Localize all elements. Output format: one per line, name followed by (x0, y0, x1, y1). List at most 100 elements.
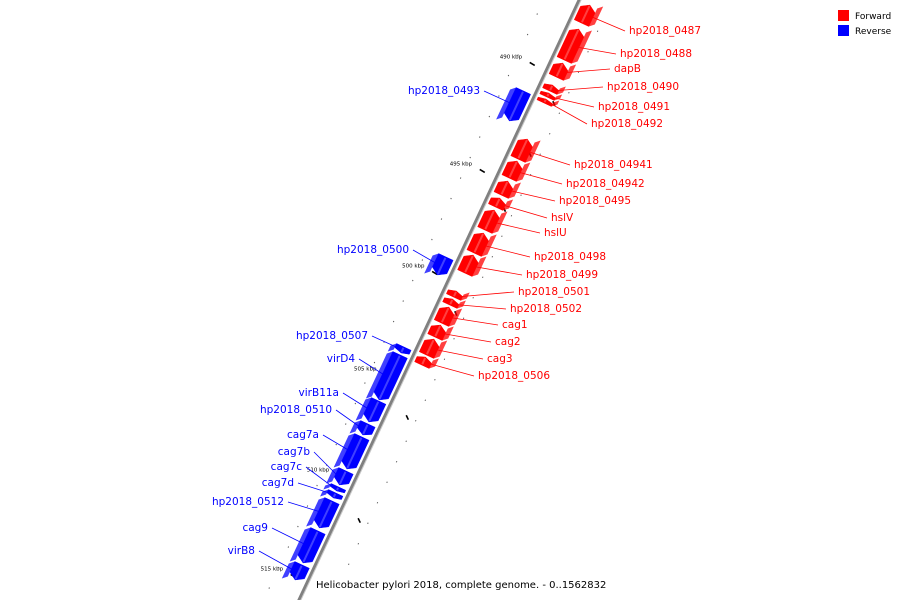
gene-highlight (581, 5, 591, 23)
minor-dot (440, 218, 443, 220)
gene-hp2018_0507[interactable]: hp2018_0507 (296, 330, 412, 355)
gene-facet (554, 94, 563, 101)
gene-cag3[interactable]: cag3 (418, 338, 513, 365)
minor-dot (357, 542, 360, 545)
gene-label: hp2018_0493 (408, 85, 480, 97)
gene-facet (502, 199, 514, 211)
gene-facet (306, 497, 325, 527)
minor-dot (536, 13, 538, 15)
leader-line (450, 317, 499, 326)
gene-dapB[interactable]: dapB (548, 62, 641, 81)
gene-label: hp2018_04942 (566, 178, 645, 190)
gene-hp2018_0512[interactable]: hp2018_0512 (212, 496, 340, 529)
gene-hp2018_04942[interactable]: hp2018_04942 (501, 160, 645, 190)
leader-line (412, 249, 437, 264)
gene-highlight (368, 401, 380, 422)
minor-dot (453, 337, 455, 340)
gene-virB8[interactable]: virB8 (228, 545, 310, 581)
gene-highlight (434, 325, 442, 337)
gene-cag1[interactable]: cag1 (433, 306, 528, 331)
gene-hp2018_0495[interactable]: hp2018_0495 (493, 180, 631, 207)
minor-dot (306, 505, 309, 507)
gene-label: hp2018_0500 (337, 244, 409, 256)
gene-hp2018_0487[interactable]: hp2018_0487 (573, 4, 701, 37)
minor-dot (462, 317, 465, 319)
gene-hslU[interactable]: hslU (477, 209, 567, 239)
legend-swatch (838, 10, 849, 21)
gene-body (313, 497, 340, 529)
gene-label: hp2018_04941 (574, 159, 653, 171)
gene-hp2018_0506[interactable]: hp2018_0506 (414, 356, 551, 382)
gene-facet (472, 256, 487, 277)
gene-body (341, 433, 370, 470)
gene-body (427, 324, 447, 341)
leader-line (564, 68, 611, 74)
gene-highlight (546, 93, 550, 97)
minor-dot (596, 30, 599, 32)
minor-dot (507, 74, 510, 77)
tick-label: 505 kbp (354, 366, 377, 372)
gene-highlight (500, 181, 509, 195)
leader-line (322, 434, 350, 451)
leader-line (443, 333, 492, 343)
gene-cag2[interactable]: cag2 (427, 324, 521, 348)
leader-line (335, 409, 361, 428)
gene-hp2018_0501[interactable]: hp2018_0501 (446, 286, 590, 301)
gene-highlight (421, 357, 427, 365)
gene-hp2018_04941[interactable]: hp2018_04941 (510, 138, 653, 171)
gene-body (357, 420, 376, 436)
gene-facet (442, 326, 454, 341)
leader-line (258, 550, 294, 571)
gene-cag9[interactable]: cag9 (242, 522, 326, 564)
minor-dot (287, 546, 290, 548)
gene-cag7b[interactable]: cag7b (278, 446, 354, 486)
gene-body (326, 489, 344, 500)
leader-line (287, 501, 321, 513)
minor-dot (402, 300, 404, 302)
minor-dot (373, 361, 376, 364)
gene-body (503, 87, 531, 122)
gene-facet (525, 140, 541, 163)
gene-highlight (318, 501, 333, 528)
gene-highlight (400, 347, 405, 353)
tick-mark (431, 270, 438, 276)
leader-line (576, 46, 617, 55)
gene-hp2018_0492[interactable]: hp2018_0492 (536, 96, 663, 130)
gene-label: hp2018_0501 (518, 286, 590, 298)
gene-hp2018_0491[interactable]: hp2018_0491 (539, 90, 670, 113)
gene-highlight (508, 91, 524, 121)
gene-virD4[interactable]: virD4 (327, 351, 408, 401)
gene-hp2018_0488[interactable]: hp2018_0488 (556, 28, 692, 64)
gene-hp2018_0502[interactable]: hp2018_0502 (442, 297, 582, 315)
gene-hp2018_0490[interactable]: hp2018_0490 (542, 81, 679, 95)
gene-highlight (508, 161, 518, 178)
gene-virB11a[interactable]: virB11a (299, 387, 387, 423)
gene-hp2018_0499[interactable]: hp2018_0499 (457, 254, 598, 281)
minor-dot (526, 33, 529, 36)
gene-facet (320, 489, 329, 497)
gene-facet (571, 30, 592, 64)
gene-label: cag9 (242, 522, 268, 534)
leader-line (305, 466, 333, 487)
leader-line (342, 392, 369, 410)
gene-cag7a[interactable]: cag7a (287, 429, 370, 470)
minor-dot (431, 238, 433, 241)
minor-dot (395, 460, 398, 463)
gene-highlight (338, 471, 347, 485)
leader-line (371, 335, 398, 348)
gene-hp2018_0493[interactable]: hp2018_0493 (408, 85, 531, 122)
gene-hp2018_0498[interactable]: hp2018_0498 (466, 232, 606, 263)
gene-facet (492, 211, 508, 234)
gene-highlight (294, 565, 303, 580)
gene-label: hp2018_0510 (260, 404, 332, 416)
minor-dot (345, 423, 347, 425)
gene-hp2018_0510[interactable]: hp2018_0510 (260, 404, 376, 436)
minor-dot (348, 563, 350, 565)
gene-cag7d[interactable]: cag7d (262, 477, 344, 500)
gene-cag7c[interactable]: cag7c (271, 461, 347, 494)
gene-label: hp2018_0502 (510, 303, 582, 315)
gene-hp2018_0500[interactable]: hp2018_0500 (337, 244, 454, 276)
gene-hslV[interactable]: hslV (488, 197, 574, 224)
gene-body (363, 397, 387, 423)
